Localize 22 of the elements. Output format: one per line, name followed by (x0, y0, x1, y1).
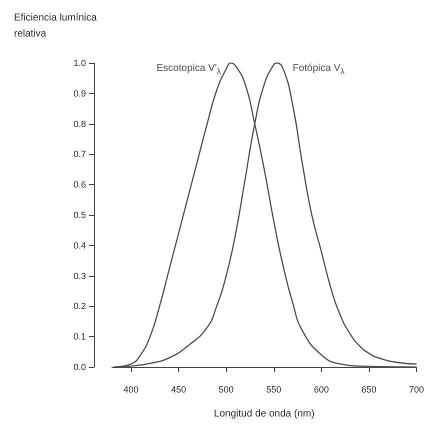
x-tick-label: 650 (361, 384, 376, 394)
x-tick-label: 550 (266, 384, 282, 394)
x-tick-label: 700 (408, 384, 424, 394)
y-tick-label: 0.2 (73, 301, 86, 312)
y-tick-label: 0.4 (73, 240, 86, 250)
x-axis-title: Longitud de onda (nm) (214, 408, 315, 420)
y-tick-label: 0.7 (73, 149, 86, 160)
y-tick-label: 0.3 (73, 270, 86, 281)
y-axis-title: Eficiencia lumínica relativa (14, 12, 100, 40)
x-tick-label: 500 (218, 384, 234, 394)
y-tick-label: 0.1 (73, 332, 86, 342)
y-tick-label: 0.0 (73, 362, 86, 372)
y-tick-label: 0.9 (73, 88, 86, 98)
x-tick-label: 450 (171, 384, 186, 394)
x-tick-label: 600 (314, 384, 329, 394)
series-label: Fotópica V$_{λ}$ (292, 63, 345, 76)
y-tick-label: 0.5 (73, 210, 86, 220)
y-tick-label: 0.6 (73, 180, 86, 190)
x-tick-label: 400 (124, 384, 139, 394)
series-label: Escotopica V'$_{λ}$ (156, 63, 221, 76)
y-tick-label: 1.0 (73, 58, 86, 68)
y-tick-label: 0.8 (73, 118, 86, 129)
